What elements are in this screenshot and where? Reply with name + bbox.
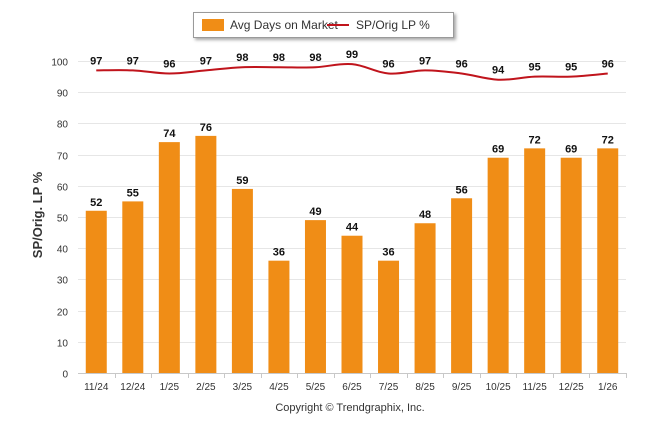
bar-data-label: 69 — [492, 144, 504, 156]
x-tick-label: 4/25 — [269, 382, 289, 393]
line-data-label: 97 — [90, 55, 102, 67]
bar — [560, 157, 582, 373]
x-tick-label: 3/25 — [233, 382, 253, 393]
bar-data-label: 59 — [236, 175, 248, 187]
bar — [268, 260, 290, 373]
bar-data-label: 72 — [602, 134, 614, 146]
line-data-label: 96 — [455, 58, 467, 70]
legend-bar-label: Avg Days on Market — [230, 18, 338, 32]
line-data-label: 96 — [602, 58, 614, 70]
y-tick-label: 90 — [57, 89, 69, 100]
x-tick-label: 12/25 — [559, 382, 584, 393]
x-tick-label: 6/25 — [342, 382, 362, 393]
bar — [524, 148, 546, 373]
legend-line-swatch — [327, 24, 349, 26]
y-tick-label: 30 — [57, 276, 69, 287]
legend-bar-swatch — [202, 19, 224, 31]
bar — [487, 157, 509, 373]
line-series — [96, 62, 608, 81]
line-data-label: 98 — [273, 52, 285, 64]
bar — [451, 198, 473, 373]
bar — [85, 210, 107, 373]
y-tick-label: 70 — [57, 152, 69, 163]
y-tick-label: 40 — [57, 245, 69, 256]
x-tick-label: 11/25 — [523, 382, 548, 393]
bar-data-label: 52 — [90, 197, 102, 209]
y-tick-label: 20 — [57, 308, 69, 319]
bar-data-label: 49 — [309, 206, 321, 218]
y-tick-label: 50 — [57, 214, 69, 225]
bar — [195, 135, 217, 373]
x-tick-label: 1/25 — [160, 382, 180, 393]
bar-data-label: 72 — [529, 134, 541, 146]
line-data-label: 99 — [346, 49, 358, 61]
legend: Avg Days on Market SP/Orig LP % — [193, 12, 454, 38]
y-axis: 0 10 20 30 40 50 60 70 80 90 100 — [51, 58, 68, 381]
line-data-label: 97 — [419, 55, 431, 67]
x-tick-label: 7/25 — [379, 382, 399, 393]
line-data-label: 94 — [492, 65, 505, 77]
bar-series — [85, 135, 619, 373]
line-data-label: 95 — [529, 62, 541, 74]
line-data-label: 98 — [309, 52, 321, 64]
line-data-label: 96 — [382, 58, 394, 70]
x-tick-label: 1/26 — [598, 382, 618, 393]
bar-data-label: 36 — [273, 247, 285, 259]
x-tick-label: 8/25 — [415, 382, 435, 393]
bar — [378, 260, 400, 373]
y-tick-label: 10 — [57, 339, 69, 350]
bar — [597, 148, 619, 373]
line-data-label: 96 — [163, 58, 175, 70]
copyright-text: Copyright © Trendgraphix, Inc. — [275, 402, 425, 414]
bar — [414, 223, 436, 373]
line-data-labels: 97 97 96 97 98 98 98 99 96 97 96 94 95 95 96 — [90, 49, 614, 77]
x-tick-label: 5/25 — [306, 382, 326, 393]
x-tick-label: 2/25 — [196, 382, 216, 393]
bar-data-label: 48 — [419, 209, 431, 221]
x-tick-label: 9/25 — [452, 382, 472, 393]
bar — [304, 220, 326, 373]
bar-data-label: 74 — [163, 128, 176, 140]
x-tick-label: 12/24 — [120, 382, 145, 393]
y-axis-label: SP/Orig. LP % — [30, 171, 45, 258]
line-data-label: 98 — [236, 52, 248, 64]
bar-data-label: 69 — [565, 144, 577, 156]
bar-data-labels: 52 55 74 76 59 36 49 44 36 48 56 69 72 69 72 — [90, 122, 614, 259]
line-data-label: 97 — [127, 55, 139, 67]
bar-data-label: 55 — [127, 187, 139, 199]
bar-data-label: 44 — [346, 222, 359, 234]
y-tick-label: 60 — [57, 183, 69, 194]
y-tick-label: 80 — [57, 120, 69, 131]
x-tick-label: 10/25 — [486, 382, 511, 393]
bar-data-label: 76 — [200, 122, 212, 134]
bar — [231, 188, 253, 373]
y-tick-label: 100 — [51, 58, 68, 69]
bar-data-label: 36 — [382, 247, 394, 259]
bar — [122, 201, 144, 373]
line-data-label: 97 — [200, 55, 212, 67]
y-tick-label: 0 — [62, 370, 68, 381]
line-data-label: 95 — [565, 62, 577, 74]
bar — [158, 142, 180, 373]
legend-line-label: SP/Orig LP % — [356, 18, 430, 32]
bar — [341, 235, 363, 373]
bar-data-label: 56 — [455, 184, 467, 196]
x-tick-label: 11/24 — [84, 382, 109, 393]
x-axis: 11/24 12/24 1/25 2/25 3/25 4/25 5/25 6/25 7/25 8/… — [78, 373, 627, 393]
